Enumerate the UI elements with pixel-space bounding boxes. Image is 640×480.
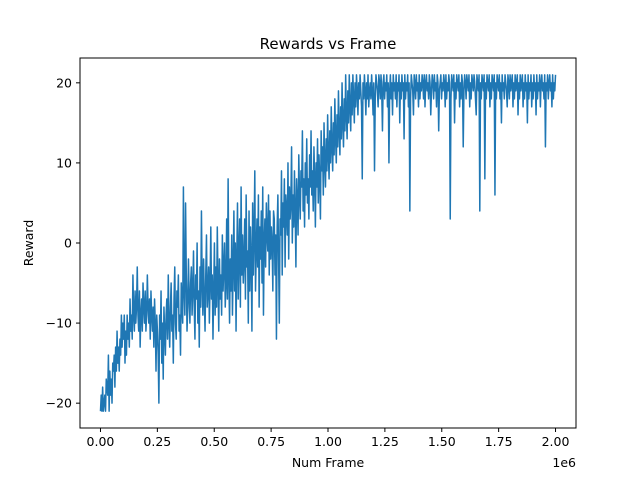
x-tick-label: 0.50 [200, 434, 228, 449]
y-tick-label: 0 [64, 236, 72, 251]
x-axis-label: Num Frame [292, 455, 365, 470]
x-tick-label: 0.25 [143, 434, 171, 449]
x-axis: 0.00 0.25 0.50 0.75 1.00 1.25 1.50 1.75 2.00 [87, 428, 570, 449]
x-tick-label: 1.75 [485, 434, 513, 449]
x-tick-label: 1.50 [428, 434, 456, 449]
x-tick-label: 1.25 [371, 434, 399, 449]
y-tick-label: −20 [46, 396, 72, 411]
y-tick-label: −10 [46, 316, 72, 331]
x-tick-label: 2.00 [542, 434, 570, 449]
y-tick-label: 10 [56, 155, 72, 170]
x-tick-label: 1.00 [314, 434, 342, 449]
y-tick-label: 20 [56, 75, 72, 90]
series-line-0 [99, 74, 557, 412]
x-tick-label: 0.00 [87, 434, 115, 449]
x-offset-label: 1e6 [552, 455, 576, 470]
x-tick-label: 0.75 [257, 434, 285, 449]
y-axis: −20 −10 0 10 20 [46, 75, 80, 411]
y-axis-label: Reward [21, 220, 36, 267]
chart-title: Rewards vs Frame [260, 35, 397, 53]
plot-area [99, 74, 557, 412]
